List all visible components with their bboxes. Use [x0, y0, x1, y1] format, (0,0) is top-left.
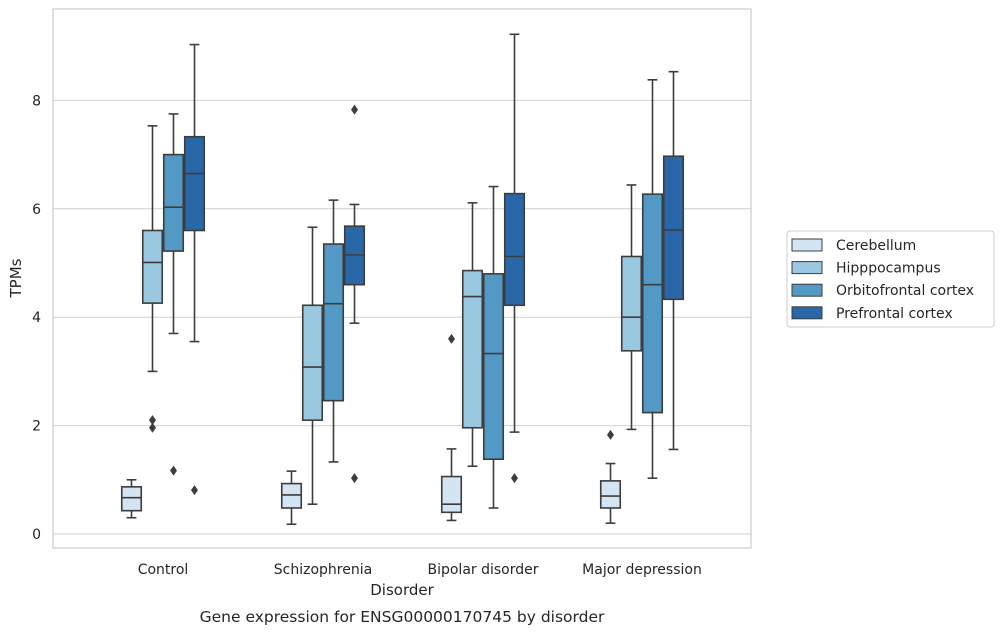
legend-item: Cerebellum — [791, 238, 916, 254]
legend-swatch — [791, 238, 823, 252]
box-prefrontal-cortex — [503, 33, 526, 484]
x-tick-label: Control — [138, 562, 189, 578]
legend-label: Cerebellum — [836, 238, 916, 254]
outlier-point — [511, 473, 518, 484]
iqr-box — [641, 193, 664, 414]
legend-item: Orbitofrontal cortex — [791, 283, 974, 299]
x-tick-labels: Control Schizophrenia Bipolar disorder Majo… — [138, 562, 702, 578]
box-hipppocampus — [141, 125, 164, 433]
iqr-box — [662, 155, 685, 301]
outlier-point — [448, 333, 455, 344]
x-axis-label: Disorder — [370, 581, 434, 599]
outlier-point — [191, 485, 198, 496]
iqr-box — [162, 153, 185, 252]
y-tick-label: 0 — [32, 527, 41, 543]
iqr-box — [461, 269, 484, 429]
box-orbitofrontal-cortex — [162, 113, 185, 476]
iqr-box — [620, 255, 643, 352]
x-tick-label: Major depression — [582, 562, 702, 578]
legend: Cerebellum Hipppocampus Orbitofrontal cort… — [786, 230, 995, 328]
y-tick-label: 4 — [32, 310, 41, 326]
chart-caption: Gene expression for ENSG00000170745 by d… — [200, 608, 605, 626]
box-cerebellum — [440, 333, 463, 522]
box-hipppocampus — [620, 184, 643, 431]
legend-label: Hipppocampus — [836, 261, 941, 277]
plot-frame — [52, 8, 752, 549]
legend-swatch — [791, 283, 823, 297]
box-cerebellum — [599, 429, 622, 524]
box-cerebellum — [120, 478, 143, 519]
legend-swatch — [791, 306, 823, 320]
legend-label: Prefrontal cortex — [836, 306, 953, 322]
box-orbitofrontal-cortex — [322, 199, 345, 463]
legend-swatch — [791, 261, 823, 275]
y-axis-label: TPMs — [7, 258, 25, 298]
legend-frame — [786, 230, 995, 328]
box-prefrontal-cortex — [183, 43, 206, 496]
iqr-box — [280, 482, 303, 509]
iqr-box — [183, 135, 206, 232]
box-hipppocampus — [461, 202, 484, 468]
iqr-box — [599, 480, 622, 509]
outlier-point — [607, 429, 614, 440]
legend-item: Prefrontal cortex — [791, 306, 953, 322]
y-tick-label: 2 — [32, 419, 41, 435]
iqr-box — [440, 475, 463, 514]
outlier-point — [170, 465, 177, 476]
legend-label: Orbitofrontal cortex — [836, 283, 974, 299]
y-tick-label: 6 — [32, 202, 41, 218]
iqr-box — [503, 192, 526, 307]
iqr-box — [141, 229, 164, 304]
legend-item: Hipppocampus — [791, 261, 941, 277]
outlier-point — [149, 415, 156, 426]
outlier-point — [149, 422, 156, 433]
iqr-box — [482, 273, 505, 461]
box-plot-marks — [120, 33, 685, 526]
box-orbitofrontal-cortex — [641, 79, 664, 479]
box-orbitofrontal-cortex — [482, 185, 505, 509]
box-prefrontal-cortex — [662, 70, 685, 451]
x-tick-label: Bipolar disorder — [427, 562, 538, 578]
iqr-box — [322, 243, 345, 402]
outlier-point — [351, 473, 358, 484]
x-tick-label: Schizophrenia — [274, 562, 372, 578]
y-tick-labels: 0 2 4 6 8 — [32, 93, 41, 543]
box-cerebellum — [280, 470, 303, 526]
box-prefrontal-cortex — [343, 104, 366, 484]
outlier-point — [351, 104, 358, 115]
iqr-box — [120, 486, 143, 512]
box-hipppocampus — [301, 226, 324, 505]
y-tick-label: 8 — [32, 93, 41, 109]
iqr-box — [301, 304, 324, 421]
